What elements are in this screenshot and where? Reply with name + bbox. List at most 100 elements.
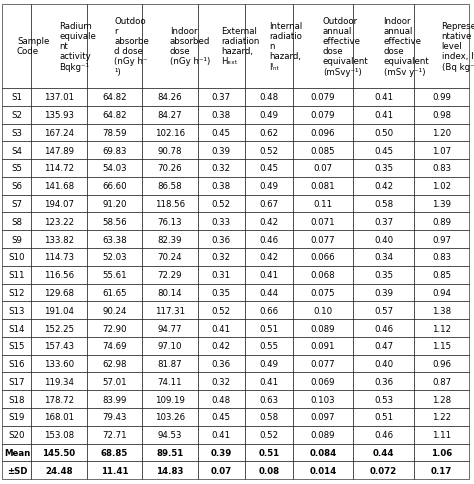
Bar	[87, 461, 142, 479]
Text: 0.17: 0.17	[431, 466, 452, 475]
Bar	[2, 408, 31, 426]
Text: 69.83: 69.83	[102, 146, 127, 155]
Bar	[31, 461, 87, 479]
Bar	[2, 160, 31, 178]
Bar	[198, 178, 245, 195]
Bar	[414, 213, 469, 231]
Bar	[198, 213, 245, 231]
Text: S9: S9	[11, 235, 22, 244]
Bar	[87, 373, 142, 391]
Bar	[87, 302, 142, 319]
Bar	[198, 106, 245, 124]
Text: 64.82: 64.82	[102, 93, 127, 102]
Bar	[87, 319, 142, 337]
Text: 89.51: 89.51	[156, 448, 183, 457]
Text: 0.32: 0.32	[212, 377, 231, 386]
Bar	[245, 408, 292, 426]
Text: 102.16: 102.16	[155, 129, 185, 137]
Bar	[414, 195, 469, 213]
Bar	[2, 124, 31, 142]
Bar	[292, 160, 353, 178]
Bar	[2, 178, 31, 195]
Text: 168.01: 168.01	[44, 412, 74, 422]
Bar	[31, 444, 87, 461]
Bar	[87, 337, 142, 355]
Text: 14.83: 14.83	[156, 466, 183, 475]
Text: 114.72: 114.72	[44, 164, 74, 173]
Text: 116.56: 116.56	[44, 271, 74, 280]
Bar	[87, 89, 142, 106]
Bar	[31, 319, 87, 337]
Bar	[198, 124, 245, 142]
Bar	[31, 89, 87, 106]
Text: 0.52: 0.52	[259, 430, 278, 439]
Text: 0.085: 0.085	[310, 146, 335, 155]
Text: Indoor
absorbed
dose
(nGy h⁻¹): Indoor absorbed dose (nGy h⁻¹)	[170, 27, 210, 66]
Bar	[2, 213, 31, 231]
Bar	[31, 160, 87, 178]
Text: 0.32: 0.32	[212, 164, 231, 173]
Bar	[245, 355, 292, 373]
Bar	[31, 266, 87, 284]
Bar	[142, 461, 198, 479]
Bar	[31, 302, 87, 319]
Text: 70.26: 70.26	[157, 164, 182, 173]
Bar	[198, 319, 245, 337]
Text: 0.49: 0.49	[259, 111, 278, 120]
Text: 0.42: 0.42	[212, 342, 231, 350]
Text: 78.59: 78.59	[102, 129, 127, 137]
Text: S20: S20	[9, 430, 25, 439]
Text: 0.96: 0.96	[432, 359, 451, 368]
Bar	[292, 355, 353, 373]
Text: 194.07: 194.07	[44, 199, 74, 209]
Text: 54.03: 54.03	[102, 164, 127, 173]
Text: 141.68: 141.68	[44, 182, 74, 191]
Bar	[245, 248, 292, 266]
Text: 94.53: 94.53	[158, 430, 182, 439]
Text: S18: S18	[9, 395, 25, 404]
Bar	[142, 426, 198, 444]
Text: S7: S7	[11, 199, 22, 209]
Text: 62.98: 62.98	[102, 359, 127, 368]
Text: 0.53: 0.53	[374, 395, 393, 404]
Bar	[414, 231, 469, 248]
Bar	[292, 89, 353, 106]
Bar	[198, 337, 245, 355]
Bar	[353, 231, 414, 248]
Text: 0.097: 0.097	[310, 412, 335, 422]
Text: 0.089: 0.089	[310, 430, 335, 439]
Text: S19: S19	[9, 412, 25, 422]
Text: 1.20: 1.20	[432, 129, 451, 137]
Text: 147.89: 147.89	[44, 146, 74, 155]
Bar	[353, 248, 414, 266]
Text: 0.066: 0.066	[310, 253, 335, 262]
Bar	[245, 160, 292, 178]
Text: 0.83: 0.83	[432, 164, 451, 173]
Bar	[292, 248, 353, 266]
Bar	[2, 284, 31, 302]
Bar	[198, 160, 245, 178]
Bar	[142, 142, 198, 160]
Bar	[87, 195, 142, 213]
Text: 0.077: 0.077	[310, 235, 335, 244]
Text: 0.45: 0.45	[259, 164, 278, 173]
Text: 84.27: 84.27	[157, 111, 182, 120]
Text: 0.47: 0.47	[374, 342, 393, 350]
Text: 63.38: 63.38	[102, 235, 127, 244]
Text: 0.98: 0.98	[432, 111, 451, 120]
Text: 0.85: 0.85	[432, 271, 451, 280]
Text: 1.15: 1.15	[432, 342, 451, 350]
Text: 0.46: 0.46	[259, 235, 278, 244]
Bar	[245, 5, 292, 89]
Text: S16: S16	[9, 359, 25, 368]
Text: 72.29: 72.29	[158, 271, 182, 280]
Text: 55.61: 55.61	[102, 271, 127, 280]
Bar	[2, 89, 31, 106]
Text: 94.77: 94.77	[158, 324, 182, 333]
Bar	[414, 355, 469, 373]
Text: 0.51: 0.51	[258, 448, 279, 457]
Text: 0.57: 0.57	[374, 306, 393, 315]
Text: 118.56: 118.56	[155, 199, 185, 209]
Text: 1.28: 1.28	[432, 395, 451, 404]
Text: ±SD: ±SD	[7, 466, 27, 475]
